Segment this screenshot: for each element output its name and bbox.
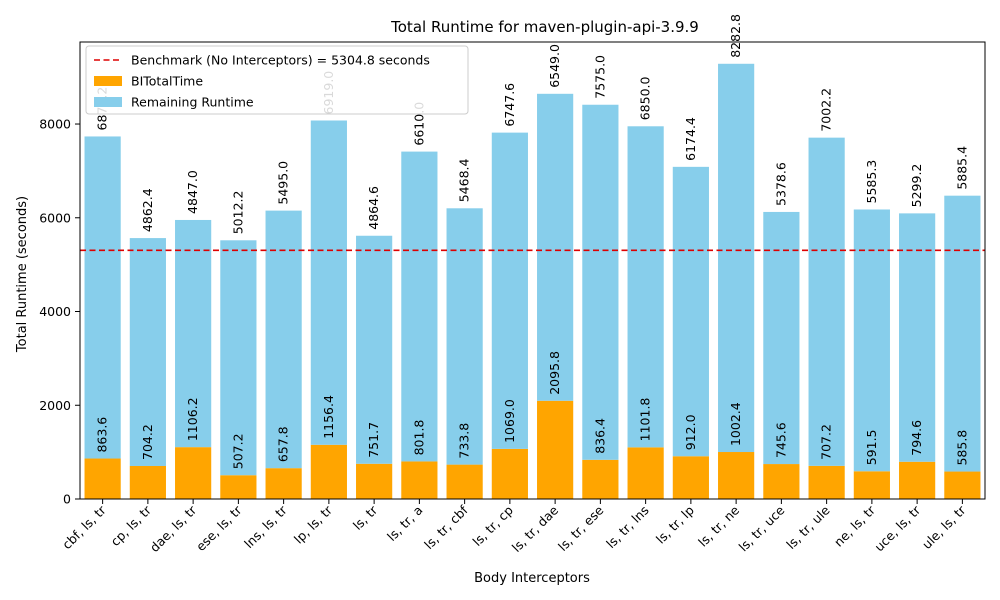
bitotaltime-bar — [265, 468, 302, 499]
plot-frame — [79, 41, 986, 500]
legend-remaining-swatch — [94, 97, 122, 107]
remaining-runtime-bar — [808, 137, 845, 466]
bitotaltime-bar — [446, 464, 483, 499]
remaining-runtime-data-label: 5495.0 — [276, 161, 291, 205]
remaining-runtime-bar — [129, 238, 166, 466]
remaining-runtime-data-label: 5012.2 — [230, 191, 245, 235]
bitotaltime-data-label: 707.2 — [819, 424, 834, 460]
bitotaltime-data-label: 1156.4 — [321, 395, 336, 439]
bitotaltime-bar — [672, 456, 709, 499]
bitotaltime-data-label: 2095.8 — [547, 351, 562, 395]
bitotaltime-bar — [84, 458, 121, 499]
bitotaltime-data-label: 591.5 — [864, 429, 879, 465]
remaining-runtime-bar — [718, 63, 755, 453]
legend-bitotaltime-label: BITotalTime — [131, 74, 203, 89]
remaining-runtime-bar — [944, 195, 981, 472]
bitotaltime-bar — [537, 400, 574, 499]
bitotaltime-data-label: 836.4 — [592, 418, 607, 454]
y-tick-label: 6000 — [39, 210, 71, 225]
bitotaltime-data-label: 912.0 — [683, 414, 698, 450]
bitotaltime-bar — [944, 471, 981, 499]
legend-remaining-label: Remaining Runtime — [131, 95, 254, 110]
bitotaltime-bar — [491, 448, 528, 499]
remaining-runtime-data-label: 6549.0 — [547, 44, 562, 88]
bitotaltime-bar — [175, 447, 212, 499]
remaining-runtime-bar — [672, 166, 709, 457]
bitotaltime-data-label: 585.8 — [954, 430, 969, 466]
bitotaltime-data-label: 863.6 — [95, 417, 110, 453]
remaining-runtime-data-label: 5468.4 — [457, 159, 472, 203]
bitotaltime-bar — [310, 444, 347, 499]
remaining-runtime-data-label: 4862.4 — [140, 188, 155, 232]
bitotaltime-data-label: 1101.8 — [638, 398, 653, 442]
remaining-runtime-data-label: 7575.0 — [592, 55, 607, 99]
remaining-runtime-bar — [310, 120, 347, 445]
bitotaltime-data-label: 733.8 — [457, 423, 472, 459]
bitotaltime-data-label: 751.7 — [366, 422, 381, 458]
remaining-runtime-data-label: 8282.8 — [728, 14, 743, 58]
remaining-runtime-data-label: 5299.2 — [909, 164, 924, 208]
bitotaltime-bar — [129, 465, 166, 499]
remaining-runtime-bar — [763, 211, 800, 465]
remaining-runtime-data-label: 5378.6 — [773, 162, 788, 206]
bitotaltime-data-label: 801.8 — [411, 420, 426, 456]
remaining-runtime-bar — [175, 219, 212, 448]
remaining-runtime-data-label: 6174.4 — [683, 117, 698, 161]
bitotaltime-bar — [582, 459, 619, 499]
remaining-runtime-bar — [582, 104, 619, 460]
remaining-runtime-data-label: 5585.3 — [864, 160, 879, 204]
remaining-runtime-data-label: 7002.2 — [819, 88, 834, 132]
remaining-runtime-bar — [627, 126, 664, 448]
y-tick-label: 4000 — [39, 304, 71, 319]
bitotaltime-bar — [356, 463, 393, 499]
remaining-runtime-data-label: 5885.4 — [954, 146, 969, 190]
bitotaltime-bar — [220, 475, 257, 499]
remaining-runtime-bar — [899, 213, 936, 462]
x-axis-label: Body Interceptors — [474, 571, 590, 586]
y-tick-label: 2000 — [39, 398, 71, 413]
bitotaltime-bar — [853, 471, 890, 499]
remaining-runtime-data-label: 4864.6 — [366, 186, 381, 230]
bitotaltime-bar — [808, 465, 845, 499]
y-tick-label: 0 — [63, 492, 71, 507]
bitotaltime-data-label: 1069.0 — [502, 399, 517, 443]
remaining-runtime-data-label: 4847.0 — [185, 170, 200, 214]
bitotaltime-bar — [763, 464, 800, 499]
y-tick-label: 8000 — [39, 117, 71, 132]
y-axis-label: Total Runtime (seconds) — [15, 196, 30, 353]
remaining-runtime-bar — [401, 151, 438, 462]
bitotaltime-data-label: 1002.4 — [728, 402, 743, 446]
remaining-runtime-bar — [220, 240, 257, 476]
bitotaltime-bar — [627, 447, 664, 499]
bitotaltime-bar — [899, 461, 936, 499]
remaining-runtime-bar — [356, 235, 393, 464]
remaining-runtime-bar — [537, 93, 574, 401]
bitotaltime-data-label: 794.6 — [909, 420, 924, 456]
remaining-runtime-bar — [265, 210, 302, 469]
remaining-runtime-data-label: 6850.0 — [638, 76, 653, 120]
bitotaltime-data-label: 1106.2 — [185, 397, 200, 441]
bitotaltime-data-label: 745.6 — [773, 422, 788, 458]
remaining-runtime-bar — [84, 136, 121, 459]
bitotaltime-data-label: 704.2 — [140, 424, 155, 460]
remaining-runtime-data-label: 6747.6 — [502, 83, 517, 127]
legend-box — [85, 45, 469, 115]
legend-benchmark-label: Benchmark (No Interceptors) = 5304.8 sec… — [131, 53, 430, 68]
bitotaltime-data-label: 657.8 — [276, 426, 291, 462]
legend-bitotaltime-swatch — [94, 76, 122, 86]
chart-title: Total Runtime for maven-plugin-api-3.9.9 — [390, 18, 699, 36]
remaining-runtime-bar — [491, 132, 528, 449]
remaining-runtime-bar — [853, 209, 890, 472]
bitotaltime-bar — [718, 452, 755, 499]
bitotaltime-data-label: 507.2 — [230, 433, 245, 469]
bitotaltime-bar — [401, 461, 438, 499]
